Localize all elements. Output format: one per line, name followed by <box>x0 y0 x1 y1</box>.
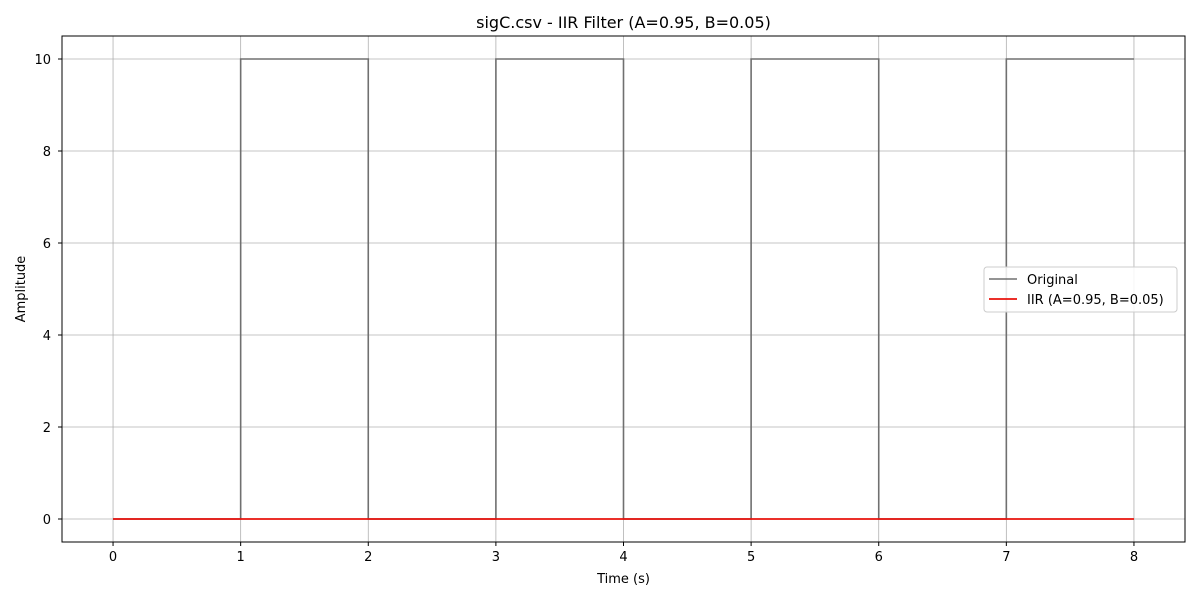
x-tick-label: 4 <box>619 550 627 565</box>
legend-label: IIR (A=0.95, B=0.05) <box>1027 293 1164 308</box>
legend-box <box>983 266 1178 313</box>
x-tick-label: 3 <box>492 550 500 565</box>
y-tick-label: 0 <box>43 513 51 528</box>
series-layer <box>113 58 1134 520</box>
y-axis-title: Amplitude <box>14 256 29 323</box>
y-tick-label: 8 <box>43 145 51 160</box>
y-tick-label: 6 <box>43 237 51 252</box>
x-axis-title: Time (s) <box>596 572 650 587</box>
legend: Original IIR (A=0.95, B=0.05) <box>983 266 1178 313</box>
ticks: 0 1 2 3 4 5 6 7 8 0 2 4 6 8 10 <box>34 53 1138 565</box>
x-tick-label: 8 <box>1130 550 1138 565</box>
x-tick-label: 2 <box>364 550 372 565</box>
legend-label: Original <box>1027 273 1078 288</box>
x-tick-label: 1 <box>237 550 245 565</box>
y-tick-label: 2 <box>43 421 51 436</box>
x-tick-label: 6 <box>875 550 883 565</box>
y-tick-label: 10 <box>34 53 51 68</box>
x-tick-label: 7 <box>1002 550 1010 565</box>
chart-title: sigC.csv - IIR Filter (A=0.95, B=0.05) <box>476 13 771 32</box>
x-tick-label: 5 <box>747 550 755 565</box>
y-tick-label: 4 <box>43 329 51 344</box>
x-tick-label: 0 <box>109 550 117 565</box>
